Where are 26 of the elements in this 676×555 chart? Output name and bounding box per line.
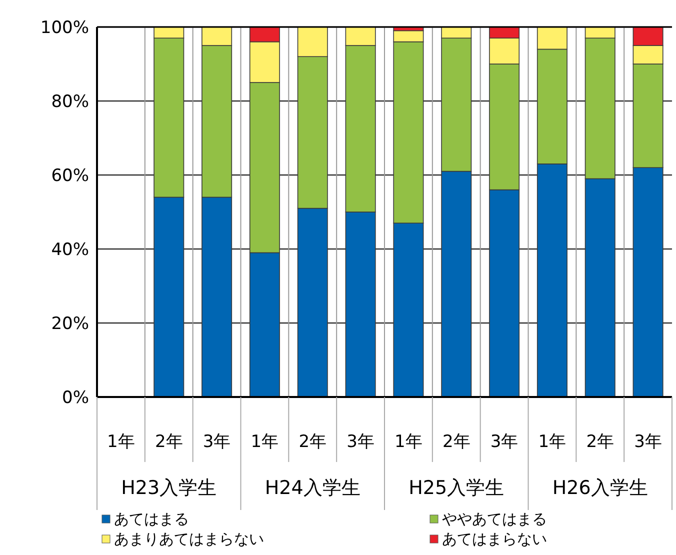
y-tick-label: 60% [51, 166, 89, 186]
x-tick-label: 1年 [394, 432, 422, 452]
y-tick-label: 0% [62, 388, 89, 408]
x-tick-label: 2年 [442, 432, 470, 452]
text: H25入学生 [408, 477, 504, 499]
x-tick-label: 3年 [202, 432, 231, 452]
legend-label: あてはまる [114, 510, 189, 528]
x-tick-label: 1年 [538, 432, 566, 452]
x-tick-label: 3年 [346, 432, 374, 452]
text: H23入学生 [121, 477, 217, 499]
x-tick-label: 1年 [250, 432, 279, 452]
legend-label: あまりあてはまらない [114, 530, 264, 548]
text: H26入学生 [552, 477, 648, 499]
x-tick-label: 1年 [107, 432, 135, 452]
x-tick-label: 2年 [298, 432, 327, 452]
y-tick-label: 20% [51, 314, 89, 334]
text: H24入学生 [264, 477, 360, 499]
legend-label: あてはまらない [442, 530, 547, 548]
legend-label: ややあてはまる [442, 510, 547, 528]
y-tick-label: 40% [51, 240, 89, 260]
x-tick-label: 2年 [586, 432, 614, 452]
y-tick-label: 80% [51, 92, 89, 112]
x-tick-label: 2年 [154, 432, 183, 452]
y-tick-label: 100% [40, 18, 89, 38]
x-tick-label: 3年 [634, 432, 662, 452]
x-tick-label: 3年 [490, 432, 518, 452]
